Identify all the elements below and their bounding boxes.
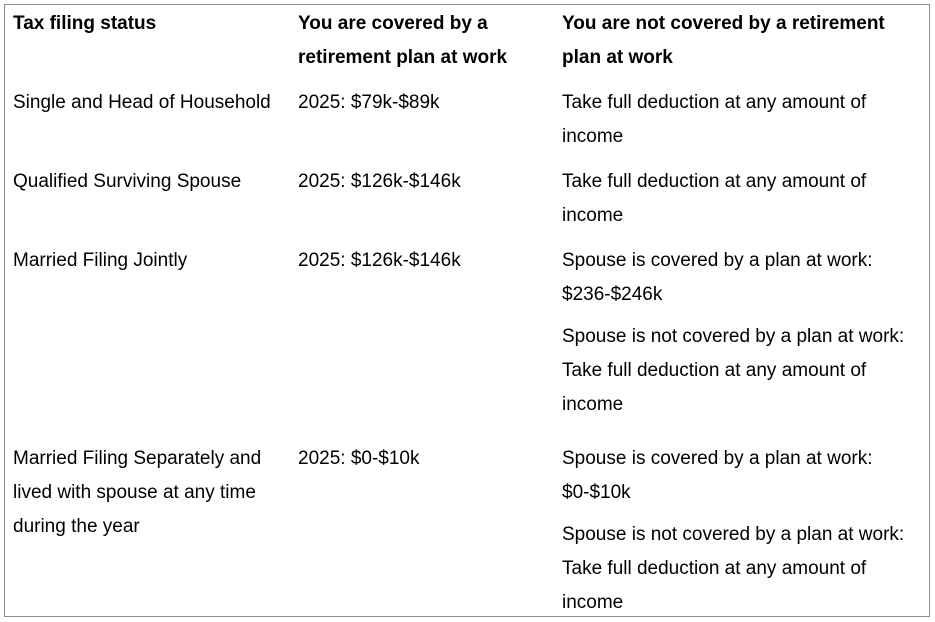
cell-text: Single and Head of Household [13,92,271,113]
table-cell: Spouse is covered by a plan at work: $0-… [562,442,917,620]
header-cell: You are covered by a retirement plan at … [298,13,508,68]
header-cell: You are not covered by a retirement plan… [562,13,885,68]
table-cell: Spouse is covered by a plan at work: $23… [562,244,917,422]
cell-text: Married Filing Separately and lived with… [13,448,262,537]
cell-text: Spouse is covered by a plan at work: $0-… [562,448,873,503]
header-cell: Tax filing status [13,13,157,34]
table-cell: Qualified Surviving Spouse [13,165,293,199]
table-cell: Married Filing Jointly [13,244,293,278]
table-cell: 2025: $126k-$146k [298,165,556,199]
table-cell: Take full deduction at any amount of inc… [562,165,917,233]
cell-text: 2025: $0-$10k [298,448,420,469]
table-cell: Take full deduction at any amount of inc… [562,86,917,154]
cell-text: Take full deduction at any amount of inc… [562,92,867,147]
cell-text: Spouse is covered by a plan at work: $23… [562,250,873,305]
table-cell: 2025: $79k-$89k [298,86,556,120]
cell-text: Married Filing Jointly [13,250,188,271]
cell-text: Spouse is not covered by a plan at work:… [562,524,905,613]
table-cell: Single and Head of Household [13,86,293,120]
cell-text: Take full deduction at any amount of inc… [562,171,867,226]
cell-text: Qualified Surviving Spouse [13,171,242,192]
cell-text: 2025: $79k-$89k [298,92,440,113]
table-cell: 2025: $126k-$146k [298,244,556,278]
table-cell: Married Filing Separately and lived with… [13,442,293,544]
cell-text: Spouse is not covered by a plan at work:… [562,326,905,415]
cell-text: 2025: $126k-$146k [298,250,461,271]
cell-text: 2025: $126k-$146k [298,171,461,192]
table-cell: 2025: $0-$10k [298,442,556,476]
table-frame [4,4,930,617]
